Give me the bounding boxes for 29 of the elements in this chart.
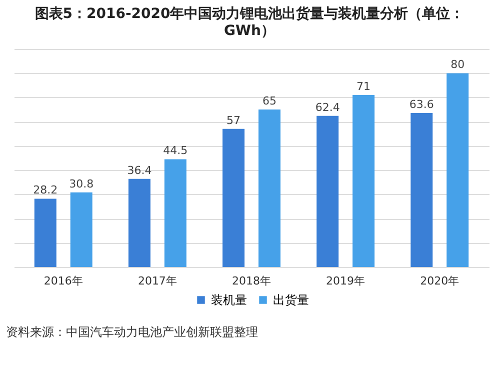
- data-label: 44.5: [163, 144, 188, 158]
- data-label: 57: [226, 114, 241, 127]
- legend-label: 装机量: [211, 293, 247, 307]
- x-tick-label: 2017年: [138, 274, 177, 288]
- chart-title: 图表5：2016-2020年中国动力锂电池出货量与装机量分析（单位：GWh）: [34, 6, 466, 40]
- bar: [352, 95, 375, 267]
- x-tick-label: 2020年: [420, 274, 460, 288]
- bar: [258, 110, 280, 267]
- bar: [316, 116, 339, 267]
- data-label: 65: [262, 94, 276, 108]
- data-label: 36.4: [127, 164, 152, 177]
- bar: [34, 198, 56, 267]
- bar: [70, 192, 92, 267]
- bar: [410, 112, 433, 267]
- bar: [164, 159, 186, 267]
- x-tick-label: 2019年: [326, 274, 366, 288]
- data-label: 28.2: [33, 184, 58, 197]
- x-tick-label: 2016年: [44, 274, 83, 288]
- data-label: 30.8: [69, 177, 94, 190]
- data-label: 80: [450, 58, 465, 72]
- data-label: 62.4: [315, 100, 340, 114]
- bar: [128, 178, 150, 267]
- legend-label: 出货量: [273, 293, 309, 307]
- bar: [446, 73, 469, 267]
- x-tick-label: 2018年: [232, 274, 271, 288]
- text: 资料来源：中国汽车动力电池产业创新联盟整理: [5, 324, 259, 341]
- data-label: 71: [356, 80, 371, 94]
- bar: [222, 128, 245, 267]
- data-label: 63.6: [409, 98, 434, 111]
